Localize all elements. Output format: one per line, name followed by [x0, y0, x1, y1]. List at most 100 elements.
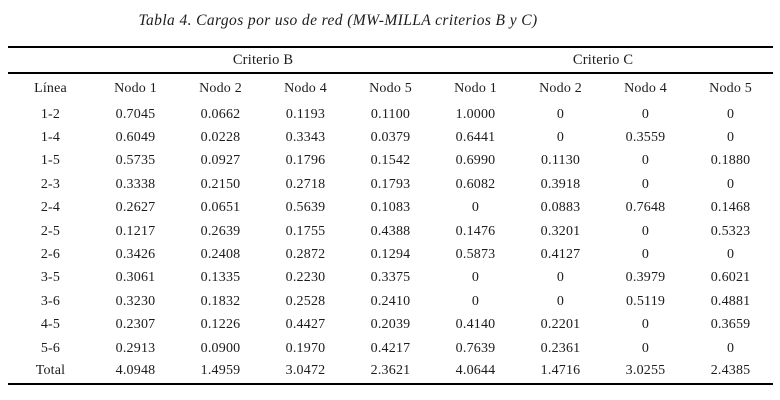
line-label-cell: 2-6: [40, 247, 61, 263]
value-cell: 0.3338: [115, 176, 156, 192]
value-cell: 0: [641, 223, 650, 239]
value-cell: 0.0379: [370, 130, 411, 146]
value-cell: 0.4388: [370, 223, 411, 239]
value-cell: 0.6441: [455, 130, 496, 146]
value-cell: 0.1083: [370, 200, 411, 216]
value-cell: 0.2639: [200, 223, 241, 239]
value-cell: 0.3375: [370, 270, 411, 286]
value-cell: 0.3979: [625, 270, 666, 286]
value-cell: 0: [726, 106, 735, 122]
value-cell: 0.2230: [285, 270, 326, 286]
value-cell: 0.1832: [200, 293, 241, 309]
value-cell: 0: [641, 340, 650, 356]
value-cell: 0.3559: [625, 130, 666, 146]
value-cell: 0.7045: [115, 106, 156, 122]
value-cell: 0.4217: [370, 340, 411, 356]
value-cell: 0: [471, 293, 480, 309]
table-row: 2-3 0.3338 0.2150 0.2718 0.1793 0.6082 0.3918 0…: [8, 173, 773, 196]
column-header-c-nodo-4: Nodo 4: [624, 80, 667, 96]
value-cell: 0.1335: [200, 270, 241, 286]
value-cell: 0.2307: [115, 317, 156, 333]
table-row: 1-4 0.6049 0.0228 0.3343 0.0379 0.6441 0 0.3559…: [8, 126, 773, 149]
value-cell: 4.0948: [115, 363, 156, 379]
value-cell: 0.5735: [115, 153, 156, 169]
value-cell: 0: [641, 106, 650, 122]
value-cell: 3.0472: [285, 363, 326, 379]
value-cell: 0.2528: [285, 293, 326, 309]
value-cell: 0.6082: [455, 176, 496, 192]
value-cell: 0.1796: [285, 153, 326, 169]
line-label-cell: 1-5: [40, 153, 61, 169]
value-cell: 0.0900: [200, 340, 241, 356]
value-cell: 0.3659: [710, 317, 751, 333]
value-cell: 2.3621: [370, 363, 411, 379]
value-cell: 0.1468: [710, 200, 751, 216]
column-header-c-nodo-2: Nodo 2: [539, 80, 582, 96]
value-cell: 0.1880: [710, 153, 751, 169]
value-cell: 0.2150: [200, 176, 241, 192]
group-header-criterio-b: Criterio B: [232, 51, 294, 68]
value-cell: 0.2913: [115, 340, 156, 356]
document-page: Tabla 4. Cargos por uso de red (MW-MILLA…: [8, 12, 774, 385]
value-cell: 0: [556, 293, 565, 309]
table-row: 3-5 0.3061 0.1335 0.2230 0.3375 0 0 0.3979 0.602…: [8, 267, 773, 290]
value-cell: 0.2201: [540, 317, 581, 333]
line-label-cell: 2-5: [40, 223, 61, 239]
value-cell: 0.2718: [285, 176, 326, 192]
line-label-cell: 3-5: [40, 270, 61, 286]
value-cell: 0.0883: [540, 200, 581, 216]
value-cell: 0.6990: [455, 153, 496, 169]
table-row: 3-6 0.3230 0.1832 0.2528 0.2410 0 0 0.5119 0.488…: [8, 290, 773, 313]
value-cell: 1.0000: [455, 106, 496, 122]
value-cell: 0: [641, 247, 650, 263]
value-cell: 0.4427: [285, 317, 326, 333]
table-body: 1-2 0.7045 0.0662 0.1193 0.1100 1.0000 0 0 0 1-4 0…: [8, 103, 773, 384]
line-label-cell: 4-5: [40, 317, 61, 333]
line-label-cell: 1-4: [40, 130, 61, 146]
value-cell: 0: [726, 176, 735, 192]
value-cell: 0.1793: [370, 176, 411, 192]
table-row: 5-6 0.2913 0.0900 0.1970 0.4217 0.7639 0.2361 0…: [8, 337, 773, 360]
value-cell: 0: [726, 247, 735, 263]
value-cell: 0.4140: [455, 317, 496, 333]
table-row: 2-5 0.1217 0.2639 0.1755 0.4388 0.1476 0.3201 0…: [8, 220, 773, 243]
value-cell: 0.1193: [285, 106, 326, 122]
column-header-c-nodo-1: Nodo 1: [454, 80, 497, 96]
value-cell: 0.3343: [285, 130, 326, 146]
column-header-b-nodo-4: Nodo 4: [284, 80, 327, 96]
value-cell: 0.3230: [115, 293, 156, 309]
value-cell: 0.3918: [540, 176, 581, 192]
value-cell: 0: [556, 106, 565, 122]
table-header: Criterio B Criterio C Línea Nodo 1 Nodo …: [8, 47, 774, 103]
table-row: 2-4 0.2627 0.0651 0.5639 0.1083 0 0.0883 0.7648…: [8, 197, 773, 220]
line-label-cell: 2-3: [40, 176, 61, 192]
value-cell: 0.1476: [455, 223, 496, 239]
charges-table: Criterio B Criterio C Línea Nodo 1 Nodo …: [8, 46, 774, 385]
value-cell: 0.0228: [200, 130, 241, 146]
value-cell: 0.0927: [200, 153, 241, 169]
value-cell: 0.1542: [370, 153, 411, 169]
value-cell: 0.1226: [200, 317, 241, 333]
value-cell: 1.4959: [200, 363, 241, 379]
value-cell: 0: [641, 317, 650, 333]
table-row: 1-2 0.7045 0.0662 0.1193 0.1100 1.0000 0 0 0: [8, 103, 773, 126]
value-cell: 0.0662: [200, 106, 241, 122]
value-cell: 0.1217: [115, 223, 156, 239]
value-cell: 0.2872: [285, 247, 326, 263]
value-cell: 0.6021: [710, 270, 751, 286]
value-cell: 0.1100: [370, 106, 411, 122]
line-label-cell: Total: [35, 363, 66, 379]
value-cell: 0.1970: [285, 340, 326, 356]
table-row: 1-5 0.5735 0.0927 0.1796 0.1542 0.6990 0.1130 0…: [8, 150, 773, 173]
value-cell: 0.2039: [370, 317, 411, 333]
value-cell: 0: [556, 130, 565, 146]
value-cell: 0.3426: [115, 247, 156, 263]
value-cell: 4.0644: [455, 363, 496, 379]
column-header-b-nodo-5: Nodo 5: [369, 80, 412, 96]
value-cell: 0.2361: [540, 340, 581, 356]
column-header-linea: Línea: [34, 80, 67, 96]
value-cell: 0.5119: [625, 293, 666, 309]
line-label-cell: 5-6: [40, 340, 61, 356]
criteria-header-row: Criterio B Criterio C: [8, 47, 774, 73]
column-header-c-nodo-5: Nodo 5: [709, 80, 752, 96]
